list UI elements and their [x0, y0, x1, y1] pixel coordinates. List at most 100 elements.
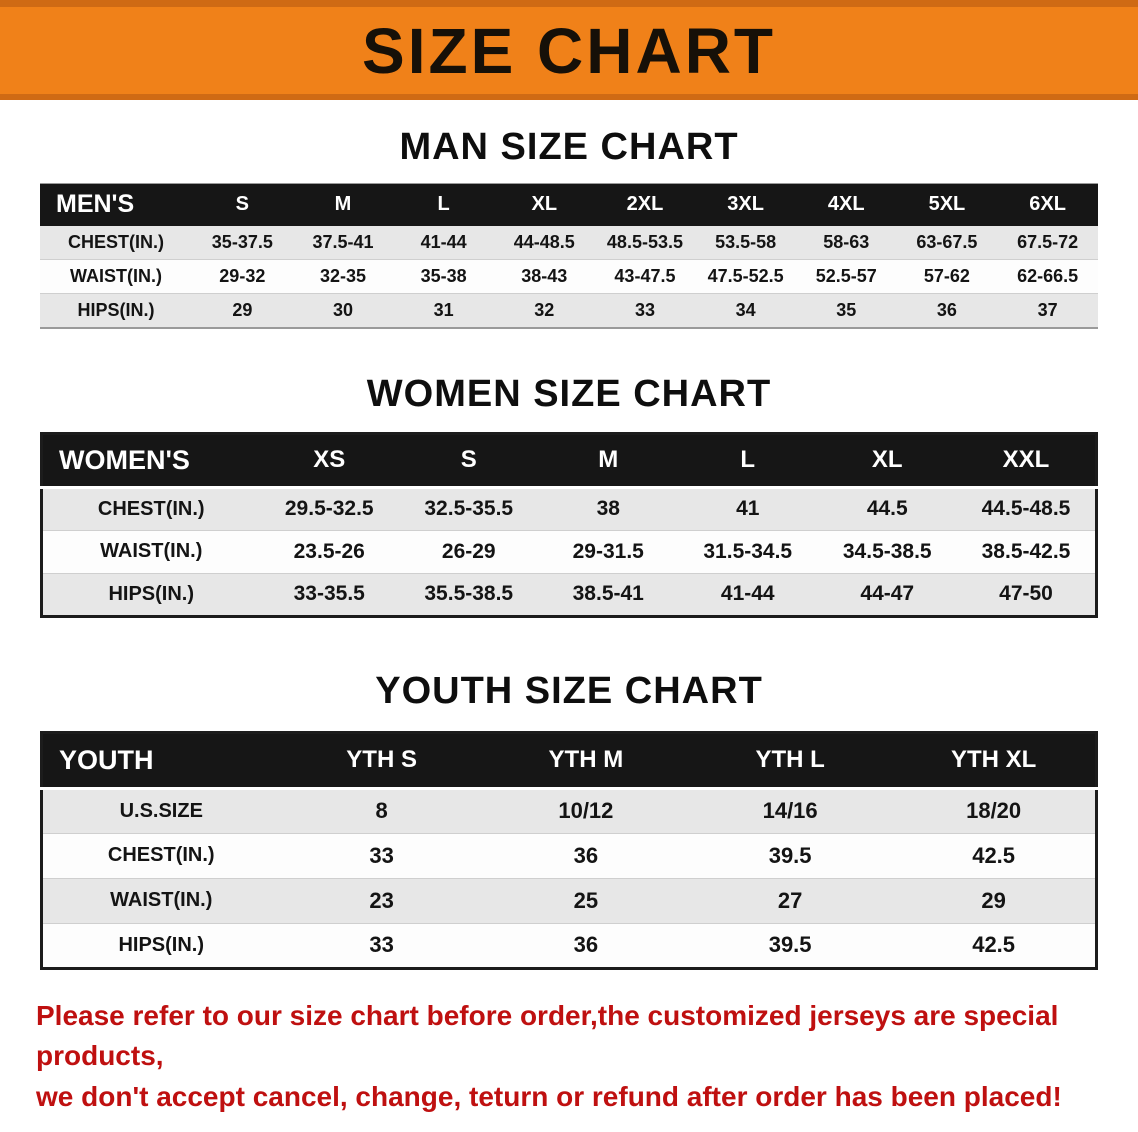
cell: 27	[777, 887, 803, 913]
cell: 29-32	[219, 266, 266, 286]
header-cell: 6XL	[997, 183, 1098, 226]
header-cell: YTH S	[279, 732, 484, 790]
cell: 44-47	[860, 582, 915, 605]
cell: 29.5-32.5	[284, 497, 374, 520]
cell: 38-43	[521, 266, 568, 286]
header-cell: YTH M	[483, 732, 688, 790]
header-cell: 2XL	[594, 183, 696, 226]
header-cell: M	[538, 433, 678, 489]
women-header-label: WOMEN'S	[41, 433, 260, 489]
header-cell: 5XL	[896, 183, 998, 226]
cell: 31.5-34.5	[703, 539, 793, 563]
header-cell: L	[393, 183, 494, 226]
cell: 43-47.5	[614, 266, 676, 286]
men-chest-row: CHEST(IN.) 35-37.5 37.5-41 41-44 44-48.5…	[40, 225, 1098, 260]
cell: 57-62	[923, 266, 970, 286]
row-label: HIPS(IN.)	[77, 299, 155, 320]
cell: 44.5	[866, 497, 908, 520]
cell: 53.5-58	[715, 231, 777, 252]
cell: 42.5	[972, 842, 1016, 868]
cell: 29	[981, 887, 1006, 913]
men-header-label: MEN'S	[40, 183, 192, 226]
youth-header-label: YOUTH	[41, 732, 280, 790]
men-header-row: MEN'S S M L XL 2XL 3XL 4XL 5XL 6XL	[40, 183, 1098, 226]
cell: 14/16	[762, 798, 818, 823]
cell: 58-63	[823, 231, 870, 252]
cell: 31	[433, 299, 454, 320]
cell: 35-37.5	[211, 231, 273, 252]
cell: 32-35	[319, 266, 366, 286]
cell: 67.5-72	[1017, 231, 1079, 252]
cell: 38.5-41	[572, 582, 644, 605]
header-cell: L	[678, 433, 818, 489]
header-cell: XL	[493, 183, 595, 226]
cell: 42.5	[972, 932, 1016, 957]
cell: 38	[596, 497, 620, 520]
notice-line-2: we don't accept cancel, change, teturn o…	[36, 1080, 1062, 1112]
header-cell: 3XL	[695, 183, 796, 226]
cell: 44.5-48.5	[981, 497, 1071, 520]
cell: 41-44	[720, 582, 775, 605]
cell: 30	[332, 299, 353, 320]
cell: 8	[375, 798, 388, 823]
header-cell: XXL	[957, 433, 1097, 489]
header-cell: XL	[817, 433, 957, 489]
cell: 44-48.5	[513, 231, 575, 252]
women-section-heading: WOMEN SIZE CHART	[366, 372, 772, 415]
cell: 35.5-38.5	[424, 582, 514, 605]
men-hips-row: HIPS(IN.) 29 30 31 32 33 34 35 36 37	[40, 293, 1098, 328]
footer-notice: Please refer to our size chart before or…	[0, 996, 1138, 1118]
cell: 18/20	[966, 798, 1022, 823]
header-cell: YTH L	[688, 732, 893, 790]
cell: 35-38	[420, 266, 467, 286]
cell: 33-35.5	[293, 582, 365, 605]
cell: 36	[573, 842, 599, 868]
banner: SIZE CHART	[0, 0, 1138, 100]
cell: 25	[573, 887, 599, 913]
row-label: HIPS(IN.)	[118, 933, 205, 956]
cell: 29	[232, 299, 253, 320]
header-cell: YTH XL	[892, 732, 1097, 790]
cell: 26-29	[441, 539, 496, 563]
cell: 41	[736, 497, 760, 520]
men-waist-row: WAIST(IN.) 29-32 32-35 35-38 38-43 43-47…	[40, 259, 1098, 294]
women-header-row: WOMEN'S XS S M L XL XXL	[41, 433, 1097, 489]
cell: 47.5-52.5	[707, 266, 784, 286]
cell: 33	[369, 932, 394, 957]
header-cell: XS	[259, 433, 399, 489]
cell: 39.5	[768, 842, 812, 868]
youth-section-heading: YOUTH SIZE CHART	[375, 669, 763, 712]
row-label: WAIST(IN.)	[100, 540, 203, 562]
cell: 10/12	[558, 798, 614, 823]
row-label: CHEST(IN.)	[68, 231, 164, 252]
women-chest-row: CHEST(IN.) 29.5-32.5 32.5-35.5 38 41 44.…	[41, 487, 1097, 530]
cell: 33	[634, 299, 655, 320]
cell: 39.5	[768, 932, 812, 957]
women-hips-row: HIPS(IN.) 33-35.5 35.5-38.5 38.5-41 41-4…	[41, 573, 1097, 616]
cell: 38.5-42.5	[981, 539, 1071, 563]
cell: 63-67.5	[916, 231, 978, 252]
cell: 34.5-38.5	[842, 539, 932, 563]
cell: 37	[1037, 299, 1058, 320]
cell: 48.5-53.5	[606, 231, 683, 252]
cell: 37.5-41	[312, 231, 374, 252]
cell: 47-50	[999, 582, 1053, 605]
youth-hips-row: HIPS(IN.) 33 36 39.5 42.5	[41, 923, 1097, 968]
notice-line-1: Please refer to our size chart before or…	[36, 999, 1059, 1072]
cell: 23.5-26	[293, 539, 365, 563]
cell: 36	[573, 932, 599, 957]
row-label: WAIST(IN.)	[110, 889, 213, 911]
youth-size-table: YOUTH YTH S YTH M YTH L YTH XL U.S.SIZE …	[40, 730, 1098, 970]
cell: 41-44	[420, 231, 467, 252]
cell: 32.5-35.5	[424, 497, 514, 520]
youth-ussize-row: U.S.SIZE 8 10/12 14/16 18/20	[41, 788, 1097, 833]
cell: 34	[735, 299, 756, 320]
cell: 23	[369, 887, 394, 913]
men-section-heading: MAN SIZE CHART	[399, 126, 739, 168]
youth-header-row: YOUTH YTH S YTH M YTH L YTH XL	[41, 732, 1097, 790]
women-size-table: WOMEN'S XS S M L XL XXL CHEST(IN.) 29.5-…	[40, 431, 1098, 618]
row-label: CHEST(IN.)	[107, 844, 215, 866]
header-cell: S	[192, 183, 293, 226]
row-label: WAIST(IN.)	[70, 266, 162, 286]
